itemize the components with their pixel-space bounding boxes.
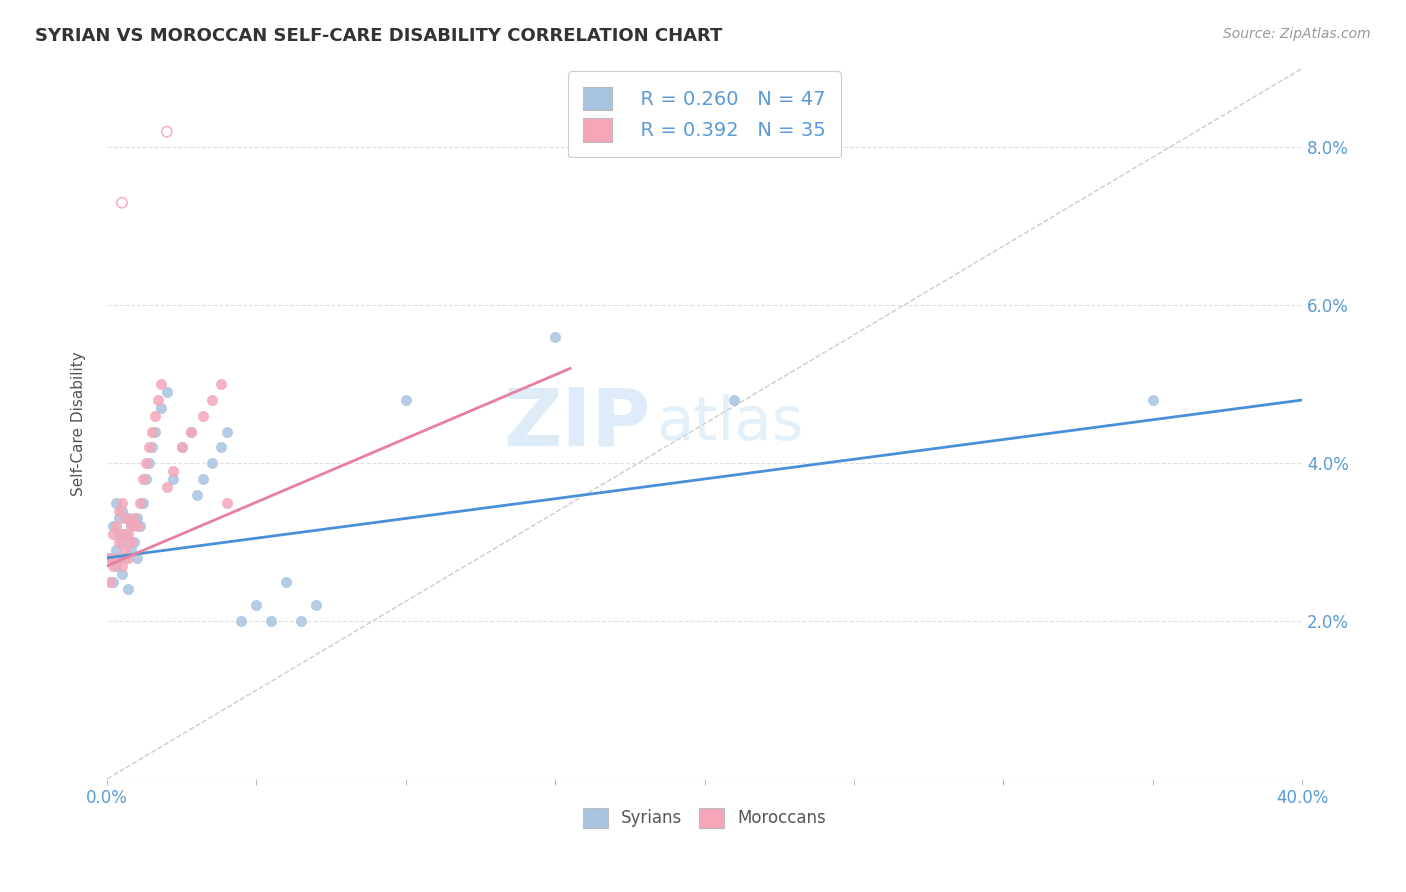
- Point: [105, 543, 128, 558]
- Point: [156, 125, 179, 139]
- Point: [149, 377, 172, 392]
- Point: [138, 456, 160, 470]
- Point: [170, 441, 193, 455]
- Point: [114, 550, 136, 565]
- Point: [276, 574, 298, 589]
- Point: [146, 392, 169, 407]
- Point: [108, 503, 131, 517]
- Point: [209, 377, 232, 392]
- Point: [305, 599, 328, 613]
- Point: [108, 511, 131, 525]
- Point: [215, 496, 238, 510]
- Point: [162, 464, 184, 478]
- Point: [114, 527, 136, 541]
- Point: [111, 195, 134, 210]
- Point: [135, 472, 157, 486]
- Point: [209, 441, 232, 455]
- Point: [98, 550, 121, 565]
- Point: [231, 614, 253, 628]
- Point: [117, 527, 139, 541]
- Point: [98, 574, 121, 589]
- Point: [138, 441, 160, 455]
- Legend: Syrians, Moroccans: Syrians, Moroccans: [576, 801, 832, 835]
- Point: [201, 456, 224, 470]
- Point: [260, 614, 283, 628]
- Point: [156, 385, 179, 400]
- Point: [111, 558, 134, 573]
- Point: [186, 488, 208, 502]
- Point: [105, 558, 128, 573]
- Point: [111, 527, 134, 541]
- Point: [191, 409, 214, 423]
- Point: [122, 511, 145, 525]
- Point: [105, 550, 128, 565]
- Point: [125, 519, 148, 533]
- Point: [114, 543, 136, 558]
- Point: [135, 456, 157, 470]
- Point: [111, 496, 134, 510]
- Point: [143, 425, 166, 439]
- Point: [149, 401, 172, 415]
- Point: [114, 511, 136, 525]
- Text: ZIP: ZIP: [503, 384, 651, 463]
- Point: [111, 503, 134, 517]
- Point: [101, 558, 124, 573]
- Point: [141, 425, 163, 439]
- Point: [108, 550, 131, 565]
- Point: [120, 535, 142, 549]
- Point: [101, 527, 124, 541]
- Point: [156, 480, 179, 494]
- Point: [125, 550, 148, 565]
- Point: [117, 550, 139, 565]
- Point: [98, 550, 121, 565]
- Point: [101, 519, 124, 533]
- Point: [132, 472, 155, 486]
- Point: [125, 511, 148, 525]
- Point: [122, 535, 145, 549]
- Point: [143, 409, 166, 423]
- Point: [111, 566, 134, 581]
- Point: [162, 472, 184, 486]
- Point: [245, 599, 267, 613]
- Point: [201, 392, 224, 407]
- Y-axis label: Self-Care Disability: Self-Care Disability: [72, 351, 86, 496]
- Point: [111, 535, 134, 549]
- Point: [120, 543, 142, 558]
- Point: [191, 472, 214, 486]
- Point: [120, 519, 142, 533]
- Point: [395, 392, 418, 407]
- Text: SYRIAN VS MOROCCAN SELF-CARE DISABILITY CORRELATION CHART: SYRIAN VS MOROCCAN SELF-CARE DISABILITY …: [35, 27, 723, 45]
- Point: [120, 519, 142, 533]
- Point: [117, 582, 139, 597]
- Text: atlas: atlas: [657, 394, 804, 453]
- Point: [141, 441, 163, 455]
- Point: [101, 574, 124, 589]
- Text: Source: ZipAtlas.com: Source: ZipAtlas.com: [1223, 27, 1371, 41]
- Point: [290, 614, 312, 628]
- Point: [170, 441, 193, 455]
- Point: [105, 519, 128, 533]
- Point: [105, 496, 128, 510]
- Point: [132, 496, 155, 510]
- Point: [215, 425, 238, 439]
- Point: [129, 496, 152, 510]
- Point: [180, 425, 202, 439]
- Point: [723, 392, 745, 407]
- Point: [180, 425, 202, 439]
- Point: [117, 511, 139, 525]
- Point: [129, 519, 152, 533]
- Point: [1142, 392, 1164, 407]
- Point: [544, 330, 567, 344]
- Point: [108, 527, 131, 541]
- Point: [108, 535, 131, 549]
